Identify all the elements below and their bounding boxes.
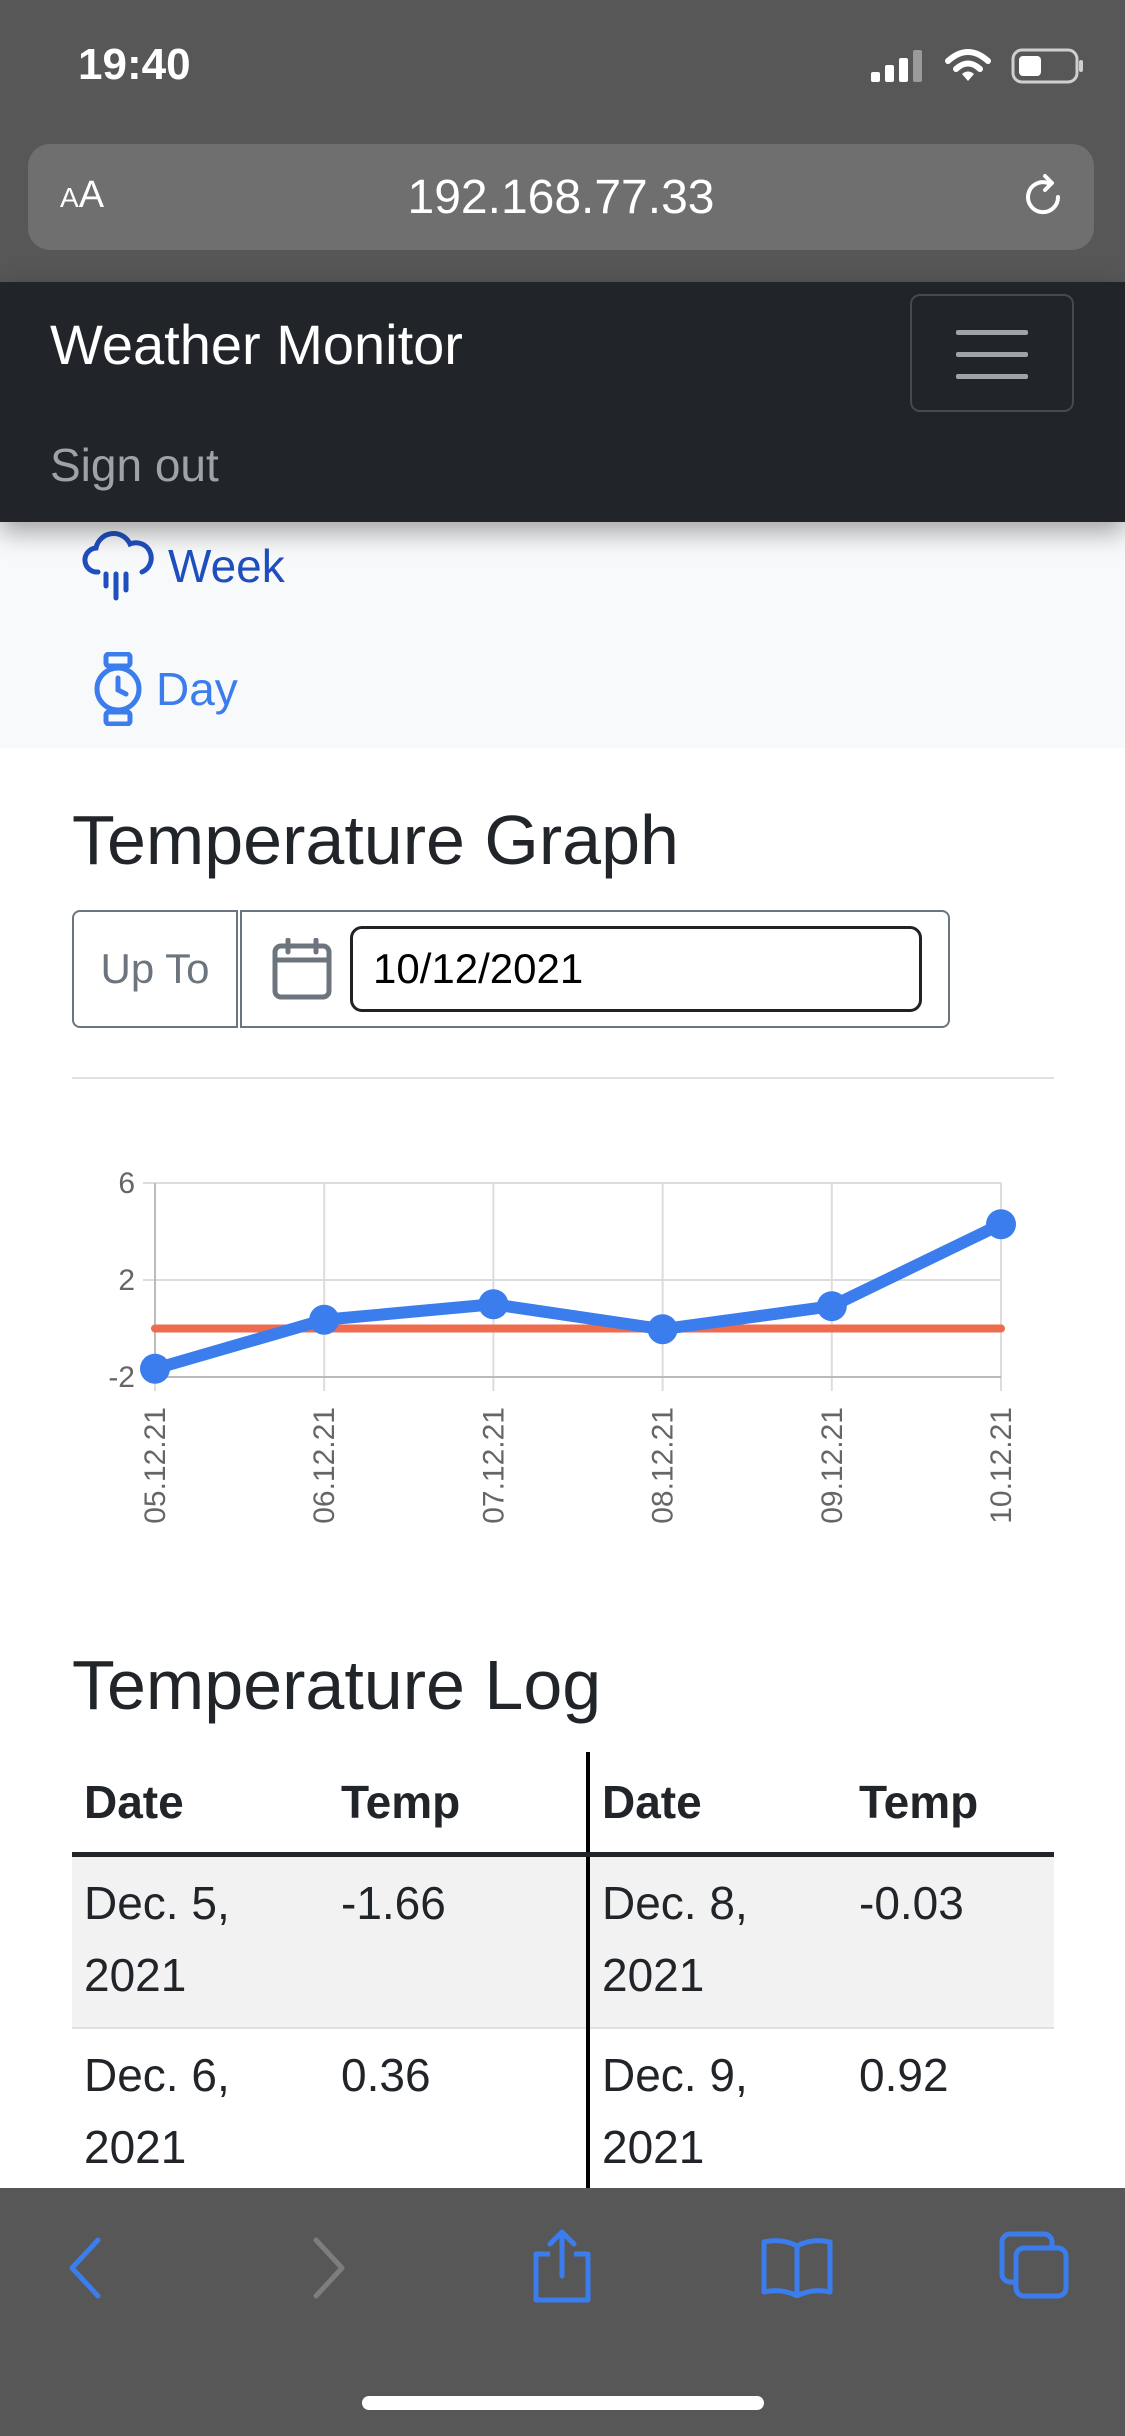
home-indicator <box>362 2396 764 2410</box>
y-tick-label: -2 <box>108 1361 135 1394</box>
table-row: Dec. 6, 2021 0.36 Dec. 9, 2021 0.92 <box>72 2027 1054 2199</box>
temperature-data-point <box>647 1314 678 1345</box>
nav-item-day-label: Day <box>156 663 238 715</box>
table-cell-temp: 0.92 <box>847 2027 1054 2199</box>
column-header-temp: Temp <box>329 1752 590 1857</box>
date-picker-group: 10/12/2021 <box>240 910 950 1028</box>
x-tick-label: 06.12.21 <box>308 1407 341 1524</box>
x-tick-label: 05.12.21 <box>139 1407 172 1524</box>
table-row: Dec. 5, 2021 -1.66 Dec. 8, 2021 -0.03 <box>72 1854 1054 2028</box>
cloud-rain-icon <box>82 531 154 601</box>
temperature-log-table: Date Temp Date Temp Dec. 5, 2021 -1.66 D… <box>72 1752 1054 2199</box>
up-to-label: Up To <box>72 910 238 1028</box>
temperature-log-heading: Temperature Log <box>72 1646 602 1724</box>
temperature-graph-heading: Temperature Graph <box>72 801 679 879</box>
table-cell-date: Dec. 8, 2021 <box>588 1854 847 2028</box>
nav-item-day[interactable]: Day <box>92 652 238 726</box>
watch-icon <box>94 652 142 726</box>
text-size-large-glyph: A <box>78 174 105 216</box>
x-tick-label: 08.12.21 <box>647 1407 680 1524</box>
temperature-data-point <box>816 1291 847 1322</box>
status-bar: 19:40 <box>0 0 1125 140</box>
nav-item-week-label: Week <box>168 540 285 592</box>
wifi-icon <box>945 49 991 81</box>
temperature-chart: 6 2 -205.12.21 06.12.21 07.12.21 08.12.21 09.1… <box>108 1167 1018 1524</box>
browser-toolbar <box>0 2188 1125 2436</box>
temperature-data-point <box>140 1353 170 1384</box>
reload-icon[interactable] <box>1018 172 1068 222</box>
table-cell-temp: -1.66 <box>329 1854 590 2028</box>
back-icon[interactable] <box>66 2236 106 2300</box>
tabs-icon[interactable] <box>998 2230 1070 2300</box>
nav-item-week[interactable]: Week <box>80 528 285 604</box>
x-tick-label: 09.12.21 <box>816 1407 849 1524</box>
forward-icon[interactable] <box>308 2236 348 2300</box>
column-header-date: Date <box>72 1752 329 1857</box>
text-size-small-glyph: A <box>60 182 79 213</box>
temperature-series-line <box>149 1218 1007 1375</box>
address-bar[interactable]: AA 192.168.77.33 <box>28 144 1094 250</box>
column-header-temp: Temp <box>847 1752 1054 1857</box>
bookmarks-icon[interactable] <box>760 2236 834 2298</box>
hamburger-icon-bar <box>956 352 1028 357</box>
temperature-data-point <box>309 1304 340 1335</box>
temperature-data-point <box>478 1289 509 1320</box>
browser-address-area: AA 192.168.77.33 <box>0 140 1125 282</box>
sub-nav: Week Day <box>0 522 1125 748</box>
hamburger-icon-bar <box>956 374 1028 379</box>
column-header-date: Date <box>588 1752 847 1857</box>
signal-icon <box>871 50 922 82</box>
sign-out-link[interactable]: Sign out <box>50 439 219 491</box>
y-tick-label: 6 <box>118 1167 135 1200</box>
x-tick-label: 07.12.21 <box>477 1407 510 1524</box>
x-tick-label: 10.12.21 <box>985 1407 1018 1524</box>
table-cell-date: Dec. 6, 2021 <box>72 2027 329 2199</box>
status-icons <box>871 48 1085 84</box>
menu-toggle-button[interactable] <box>910 294 1074 412</box>
table-header-row: Date Temp Date Temp <box>72 1752 1054 1857</box>
date-input[interactable]: 10/12/2021 <box>350 926 922 1012</box>
table-cell-date: Dec. 9, 2021 <box>588 2027 847 2199</box>
navbar: Weather Monitor Sign out <box>0 282 1125 522</box>
status-time: 19:40 <box>78 40 191 89</box>
divider <box>72 1077 1054 1079</box>
table-cell-temp: -0.03 <box>847 1854 1054 2028</box>
battery-icon <box>1011 48 1083 84</box>
temperature-data-point <box>986 1209 1016 1240</box>
table-cell-date: Dec. 5, 2021 <box>72 1854 329 2028</box>
share-icon[interactable] <box>530 2228 594 2304</box>
hamburger-icon-bar <box>956 330 1028 335</box>
table-cell-temp: 0.36 <box>329 2027 590 2199</box>
text-size-button[interactable]: AA <box>60 174 104 217</box>
brand-title[interactable]: Weather Monitor <box>50 313 463 376</box>
url-text[interactable]: 192.168.77.33 <box>407 171 715 224</box>
y-tick-label: 2 <box>118 1264 135 1297</box>
calendar-icon[interactable] <box>272 938 332 1000</box>
